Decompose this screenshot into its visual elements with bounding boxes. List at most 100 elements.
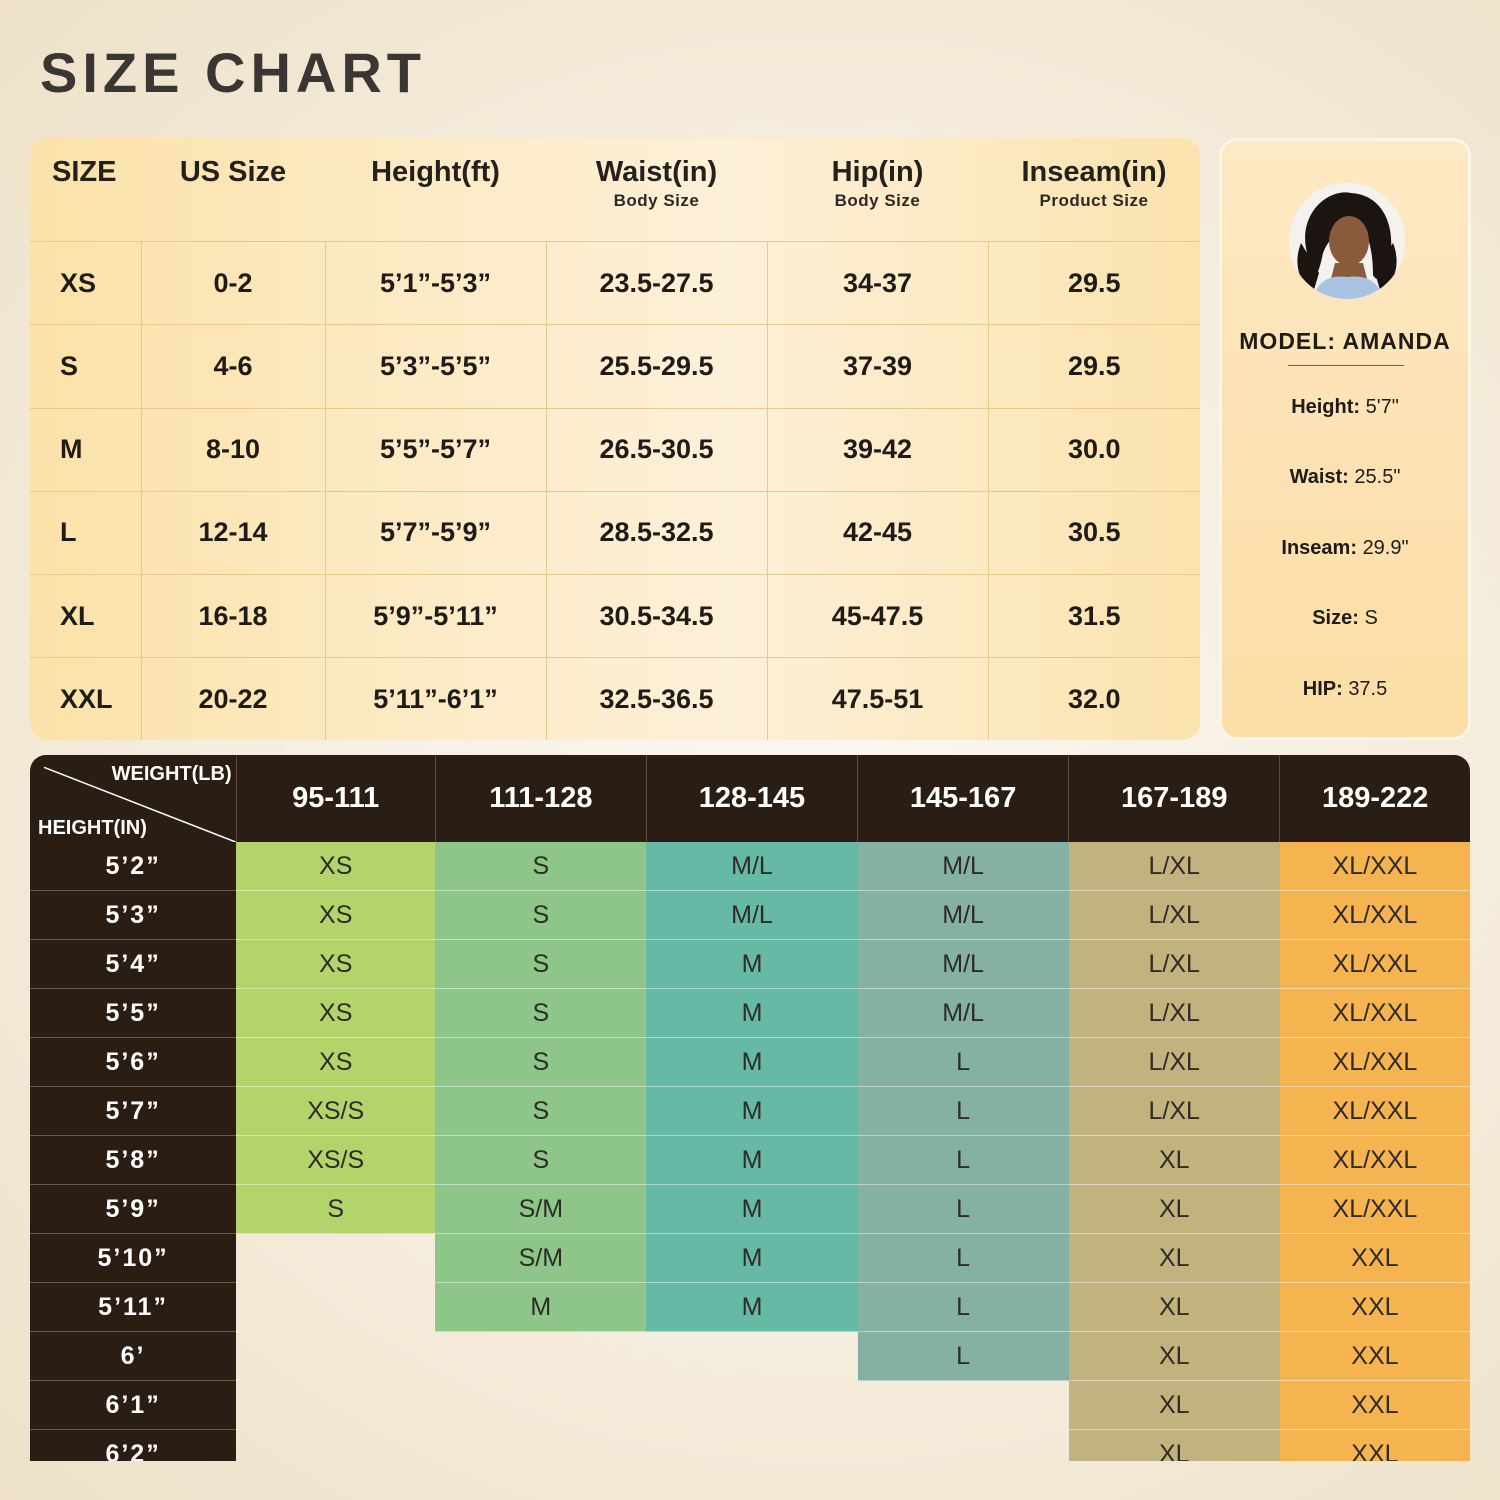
size-table-cell: 30.0 [988, 408, 1200, 492]
size-table-cell: 31.5 [988, 574, 1200, 659]
model-stat: HIP: 37.5 [1222, 678, 1468, 701]
size-recommendation-cell: M [646, 988, 858, 1038]
model-stat-key: Waist: [1289, 466, 1349, 488]
size-recommendation-cell: M/L [857, 842, 1069, 891]
size-recommendation-cell: L/XL [1068, 939, 1280, 989]
corner-height-label: HEIGHT(IN) [38, 817, 147, 839]
size-recommendation-cell: M [646, 1086, 858, 1136]
model-stat-value: 5'7" [1365, 396, 1399, 418]
height-row-label: 5’10” [30, 1233, 237, 1283]
size-table-cell: 42-45 [767, 491, 989, 576]
size-table-cell: 20-22 [141, 657, 326, 740]
size-recommendation-cell: M/L [857, 939, 1069, 989]
size-recommendation-cell: XS [236, 988, 436, 1038]
size-header-cell: US Size [141, 138, 325, 242]
size-recommendation-cell: XL [1068, 1184, 1280, 1234]
size-recommendation-cell: M/L [857, 988, 1069, 1038]
size-recommendation-cell: L/XL [1068, 1037, 1280, 1087]
size-table-row: S 4-6 5’3”-5’5” 25.5-29.5 37-39 29.5 [30, 324, 1200, 409]
size-recommendation-cell: L [857, 1086, 1069, 1136]
height-row-label: 5’4” [30, 939, 237, 989]
size-recommendation-cell: XS [236, 842, 436, 891]
size-table-row: XXL 20-22 5’11”-6’1” 32.5-36.5 47.5-51 32.0 [30, 657, 1200, 740]
page-title: SIZE CHART [40, 41, 426, 104]
model-stat-value: 37.5 [1348, 678, 1388, 700]
hw-table-row: 5’8” XS/S S M L XL XL/XXL [30, 1135, 1470, 1185]
size-header-sublabel: Body Size [613, 191, 700, 210]
size-recommendation-cell: L/XL [1068, 1086, 1280, 1136]
hw-table-row: 5’4” XS S M M/L L/XL XL/XXL [30, 939, 1470, 989]
model-stat-key: Inseam: [1281, 537, 1357, 559]
height-row-label: 6’1” [30, 1380, 237, 1430]
size-recommendation-cell: L [857, 1233, 1069, 1283]
size-table-card: SIZE US Size Height(ft) Waist(in) Body Size H… [30, 138, 1200, 740]
size-recommendation-cell: M/L [857, 890, 1069, 940]
model-stat-key: HIP: [1302, 678, 1343, 700]
size-recommendation-cell: L/XL [1068, 988, 1280, 1038]
size-table-cell: 30.5-34.5 [546, 574, 768, 659]
size-table-cell: 39-42 [767, 408, 989, 492]
size-recommendation-cell: M [646, 1135, 858, 1185]
size-header-cell: SIZE [30, 138, 141, 242]
size-header-label: Hip(in) [831, 156, 924, 188]
size-header-cell: Height(ft) [325, 138, 546, 242]
size-recommendation-cell: L [857, 1184, 1069, 1234]
size-recommendation-cell: M [646, 939, 858, 989]
size-recommendation-cell: XS/S [236, 1135, 436, 1185]
hw-table-row: 5’7” XS/S S M L L/XL XL/XXL [30, 1086, 1470, 1136]
size-recommendation-cell: L [857, 1331, 1069, 1381]
size-header-label: SIZE [52, 156, 117, 188]
size-recommendation-cell: M [435, 1282, 647, 1332]
hw-table-row: 5’3” XS S M/L M/L L/XL XL/XXL [30, 890, 1470, 940]
size-recommendation-cell: M [646, 1282, 858, 1332]
size-recommendation-cell: XS [236, 1037, 436, 1087]
height-weight-table-card: WEIGHT(LB) HEIGHT(IN) 95-111 111-128 128-1… [30, 755, 1470, 1461]
empty-cell [435, 1430, 646, 1462]
empty-cell [236, 1430, 435, 1462]
weight-header-cell: 167-189 [1068, 755, 1281, 842]
size-recommendation-cell: XS [236, 939, 436, 989]
size-recommendation-cell: XL [1068, 1233, 1280, 1283]
size-table-cell: XL [30, 574, 142, 659]
hw-table-row: 5’5” XS S M M/L L/XL XL/XXL [30, 988, 1470, 1038]
size-header-label: US Size [179, 156, 287, 188]
size-recommendation-cell: XXL [1279, 1380, 1470, 1430]
weight-header-cell: 189-222 [1279, 755, 1470, 842]
model-card: MODEL: AMANDA Height: 5'7" Waist: 25.5" In… [1219, 138, 1471, 740]
size-table-cell: 5’5”-5’7” [325, 408, 547, 492]
size-table-cell: 34-37 [767, 241, 989, 326]
size-recommendation-cell: S [435, 890, 647, 940]
size-header-label: Waist(in) [595, 156, 718, 188]
size-table-row: L 12-14 5’7”-5’9” 28.5-32.5 42-45 30.5 [30, 491, 1200, 576]
size-recommendation-cell: M/L [646, 842, 858, 891]
size-recommendation-cell: S [435, 1086, 647, 1136]
size-table-cell: 29.5 [988, 241, 1200, 326]
size-recommendation-cell: S/M [435, 1233, 647, 1283]
size-table-cell: 8-10 [141, 408, 326, 492]
size-header-sublabel: Body Size [834, 191, 921, 210]
model-stat-value: 25.5" [1354, 466, 1401, 488]
size-recommendation-cell: XL/XXL [1279, 890, 1470, 940]
height-row-label: 5’6” [30, 1037, 237, 1087]
size-table-cell: 5’7”-5’9” [325, 491, 547, 576]
model-stat-key: Height: [1291, 396, 1361, 418]
size-recommendation-cell: XS/S [236, 1086, 436, 1136]
size-recommendation-cell: XL [1068, 1380, 1280, 1430]
size-table-row: XS 0-2 5’1”-5’3” 23.5-27.5 34-37 29.5 [30, 241, 1200, 326]
size-recommendation-cell: S [435, 1037, 647, 1087]
size-recommendation-cell: XL/XXL [1279, 1086, 1470, 1136]
model-divider [1288, 365, 1404, 366]
size-recommendation-cell: XL [1068, 1331, 1280, 1381]
size-table-cell: 32.0 [1067, 683, 1121, 714]
size-recommendation-cell: L/XL [1068, 890, 1280, 940]
weight-header-cell: 145-167 [857, 755, 1070, 842]
empty-cell [236, 1283, 435, 1332]
size-recommendation-cell: S [236, 1184, 436, 1234]
size-table-header-row: SIZE US Size Height(ft) Waist(in) Body Size H… [30, 138, 1200, 242]
size-recommendation-cell: M [646, 1184, 858, 1234]
hw-table-row: 6’2” XL XXL [30, 1429, 1470, 1462]
size-table-row: M 8-10 5’5”-5’7” 26.5-30.5 39-42 30.0 [30, 408, 1200, 492]
size-table-cell: 0-2 [141, 241, 326, 326]
size-recommendation-cell: M/L [646, 890, 858, 940]
size-table: SIZE US Size Height(ft) Waist(in) Body Size H… [30, 138, 1200, 740]
